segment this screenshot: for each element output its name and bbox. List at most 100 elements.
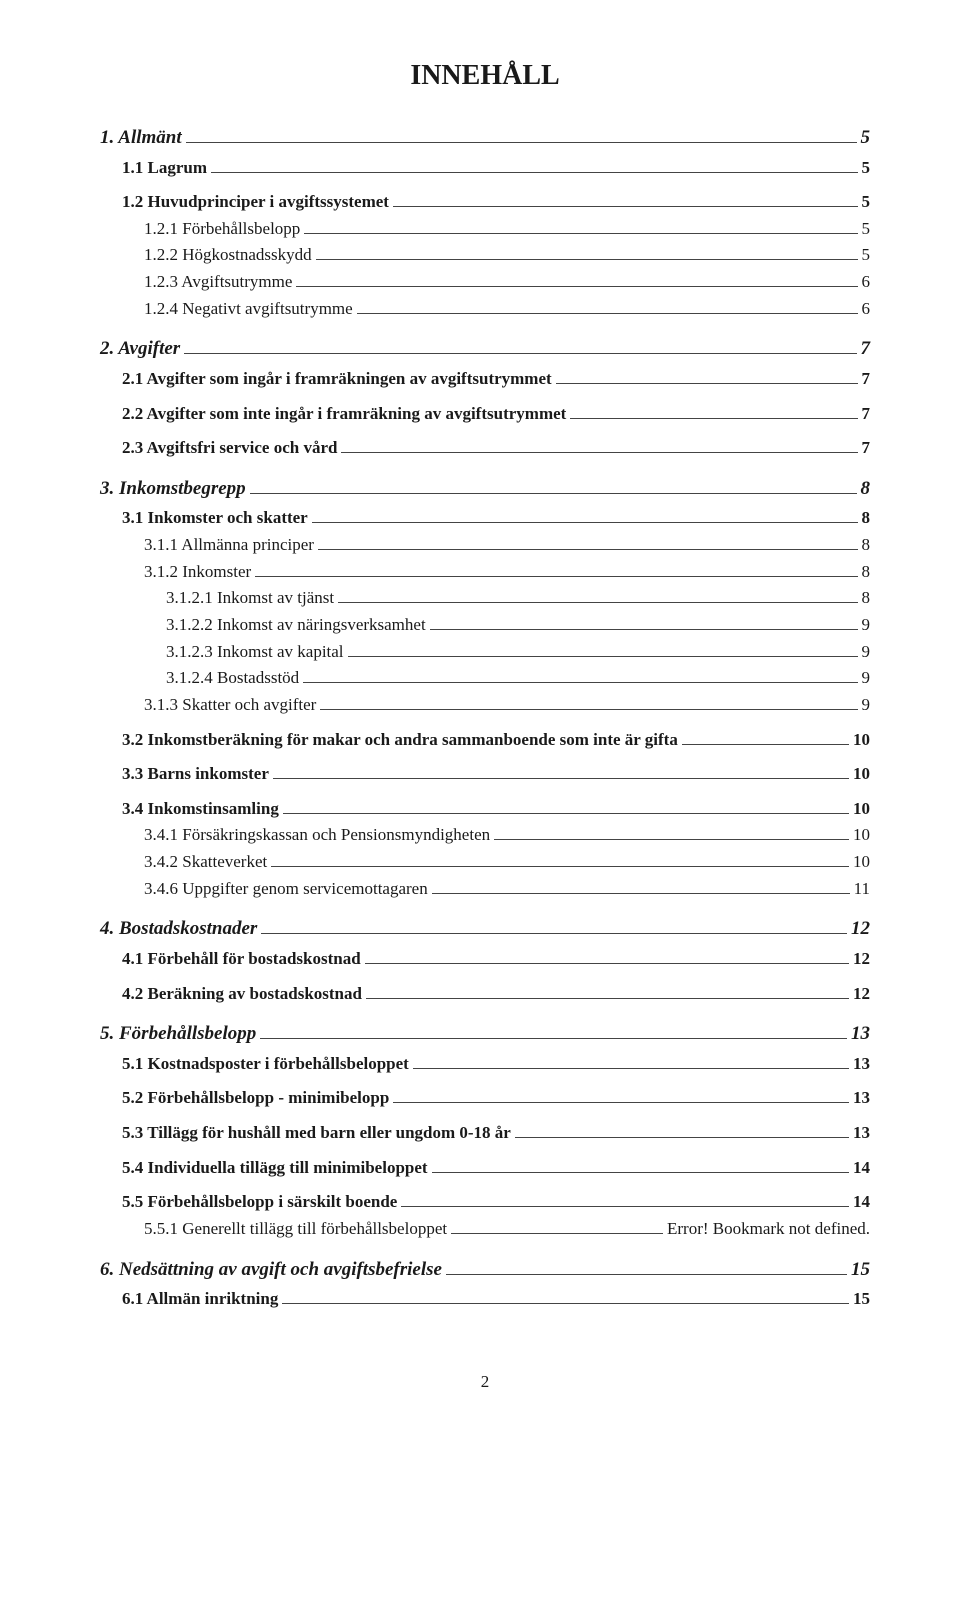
toc-label: 1.2.3 Avgiftsutrymme [144, 270, 292, 295]
toc-entry: 1.2.1 Förbehållsbelopp5 [100, 217, 870, 242]
toc-page: 9 [862, 640, 871, 665]
toc-page: 13 [853, 1052, 870, 1077]
toc-entry: 3.1.2.2 Inkomst av näringsverksamhet9 [100, 613, 870, 638]
toc-label: 5.2 Förbehållsbelopp - minimibelopp [122, 1086, 389, 1111]
toc-entry: 1.1 Lagrum5 [100, 156, 870, 181]
toc-leader [211, 172, 858, 173]
toc-label: 1.2.2 Högkostnadsskydd [144, 243, 312, 268]
toc-entry: 1.2.4 Negativt avgiftsutrymme 6 [100, 297, 870, 322]
toc-page: 10 [853, 823, 870, 848]
toc-entry: 3.1 Inkomster och skatter8 [100, 506, 870, 531]
toc-label: 5.3 Tillägg för hushåll med barn eller u… [122, 1121, 511, 1146]
toc-label: 3.4.1 Försäkringskassan och Pensionsmynd… [144, 823, 490, 848]
toc-label: 3.1.2.3 Inkomst av kapital [166, 640, 344, 665]
toc-entry: 3.1.2.3 Inkomst av kapital 9 [100, 640, 870, 665]
toc-entry: 1.2 Huvudprinciper i avgiftssystemet5 [100, 190, 870, 215]
toc-leader [393, 1102, 849, 1103]
toc-page: 8 [861, 475, 871, 503]
toc-leader [432, 1172, 849, 1173]
toc-entry: 4. Bostadskostnader12 [100, 915, 870, 943]
toc-leader [494, 839, 849, 840]
toc-page: 13 [853, 1121, 870, 1146]
toc-leader [393, 206, 858, 207]
toc-page: 5 [862, 156, 871, 181]
toc-leader [432, 893, 850, 894]
toc-entry: 6. Nedsättning av avgift och avgiftsbefr… [100, 1256, 870, 1284]
toc-page: 9 [862, 666, 871, 691]
toc-label: 3.1.2.4 Bostadsstöd [166, 666, 299, 691]
toc-entry: 1.2.3 Avgiftsutrymme 6 [100, 270, 870, 295]
toc-leader [312, 522, 858, 523]
toc-entry: 2. Avgifter 7 [100, 335, 870, 363]
toc-leader [303, 682, 857, 683]
toc-label: 1. Allmänt [100, 124, 182, 152]
toc-page: 7 [861, 335, 871, 363]
toc-page: 10 [853, 728, 870, 753]
toc-label: 2.3 Avgiftsfri service och vård [122, 436, 337, 461]
toc-entry: 3.1.2.4 Bostadsstöd 9 [100, 666, 870, 691]
toc-label: 5.5 Förbehållsbelopp i särskilt boende [122, 1190, 397, 1215]
toc-entry: 3.1.2 Inkomster8 [100, 560, 870, 585]
toc-entry: 3.2 Inkomstberäkning för makar och andra… [100, 728, 870, 753]
toc-leader [260, 1038, 847, 1039]
toc-leader [348, 656, 858, 657]
toc-leader [357, 313, 858, 314]
toc-label: 3.1.3 Skatter och avgifter [144, 693, 316, 718]
toc-page: 6 [862, 270, 871, 295]
toc-leader [261, 933, 847, 934]
toc-leader [682, 744, 849, 745]
toc-leader [184, 353, 856, 354]
page-title: INNEHÅLL [100, 60, 870, 92]
toc-leader [341, 452, 857, 453]
toc-leader [283, 813, 849, 814]
toc-page: 12 [853, 947, 870, 972]
toc-label: 4. Bostadskostnader [100, 915, 257, 943]
toc-entry: 3.1.1 Allmänna principer8 [100, 533, 870, 558]
toc-page: 13 [851, 1020, 870, 1048]
toc-leader [186, 142, 857, 143]
toc-leader [250, 493, 857, 494]
toc-leader [515, 1137, 849, 1138]
toc-label: 1.2.4 Negativt avgiftsutrymme [144, 297, 353, 322]
toc-entry: 2.2 Avgifter som inte ingår i framräknin… [100, 402, 870, 427]
toc-label: 3.4 Inkomstinsamling [122, 797, 279, 822]
toc-leader [316, 259, 858, 260]
toc-entry: 5.4 Individuella tillägg till minimibelo… [100, 1156, 870, 1181]
toc-label: 2. Avgifter [100, 335, 180, 363]
toc-leader [413, 1068, 849, 1069]
toc-entry: 5.1 Kostnadsposter i förbehållsbeloppet 1… [100, 1052, 870, 1077]
toc-leader [401, 1206, 849, 1207]
toc-page: 15 [853, 1287, 870, 1312]
toc-entry: 5. Förbehållsbelopp13 [100, 1020, 870, 1048]
toc-entry: 2.1 Avgifter som ingår i framräkningen a… [100, 367, 870, 392]
toc-entry: 3. Inkomstbegrepp8 [100, 475, 870, 503]
toc-leader [366, 998, 849, 999]
toc-page: 6 [862, 297, 871, 322]
toc-leader [304, 233, 857, 234]
toc-page: 10 [853, 797, 870, 822]
toc-label: 4.1 Förbehåll för bostadskostnad [122, 947, 361, 972]
toc-label: 3.4.2 Skatteverket [144, 850, 267, 875]
toc-entry: 2.3 Avgiftsfri service och vård7 [100, 436, 870, 461]
toc-page: 7 [862, 402, 871, 427]
toc-entry: 3.4.2 Skatteverket10 [100, 850, 870, 875]
toc-label: 3.2 Inkomstberäkning för makar och andra… [122, 728, 678, 753]
toc-label: 5.5.1 Generellt tillägg till förbehållsb… [144, 1217, 447, 1242]
toc-page: 11 [854, 877, 870, 902]
toc-page: 10 [853, 762, 870, 787]
toc-label: 3.4.6 Uppgifter genom servicemottagaren [144, 877, 428, 902]
toc-entry: 5.5 Förbehållsbelopp i särskilt boende14 [100, 1190, 870, 1215]
toc-entry: 6.1 Allmän inriktning 15 [100, 1287, 870, 1312]
toc-entry: 3.1.3 Skatter och avgifter 9 [100, 693, 870, 718]
toc-page: Error! Bookmark not defined. [667, 1217, 870, 1242]
toc-leader [296, 286, 857, 287]
toc-page: 14 [853, 1156, 870, 1181]
toc-leader [446, 1274, 847, 1275]
toc-label: 4.2 Beräkning av bostadskostnad [122, 982, 362, 1007]
toc-label: 5.1 Kostnadsposter i förbehållsbeloppet [122, 1052, 409, 1077]
toc-page: 8 [862, 506, 871, 531]
toc-entry: 5.5.1 Generellt tillägg till förbehållsb… [100, 1217, 870, 1242]
toc-label: 6.1 Allmän inriktning [122, 1287, 278, 1312]
toc-page: 9 [862, 693, 871, 718]
toc-label: 2.1 Avgifter som ingår i framräkningen a… [122, 367, 552, 392]
